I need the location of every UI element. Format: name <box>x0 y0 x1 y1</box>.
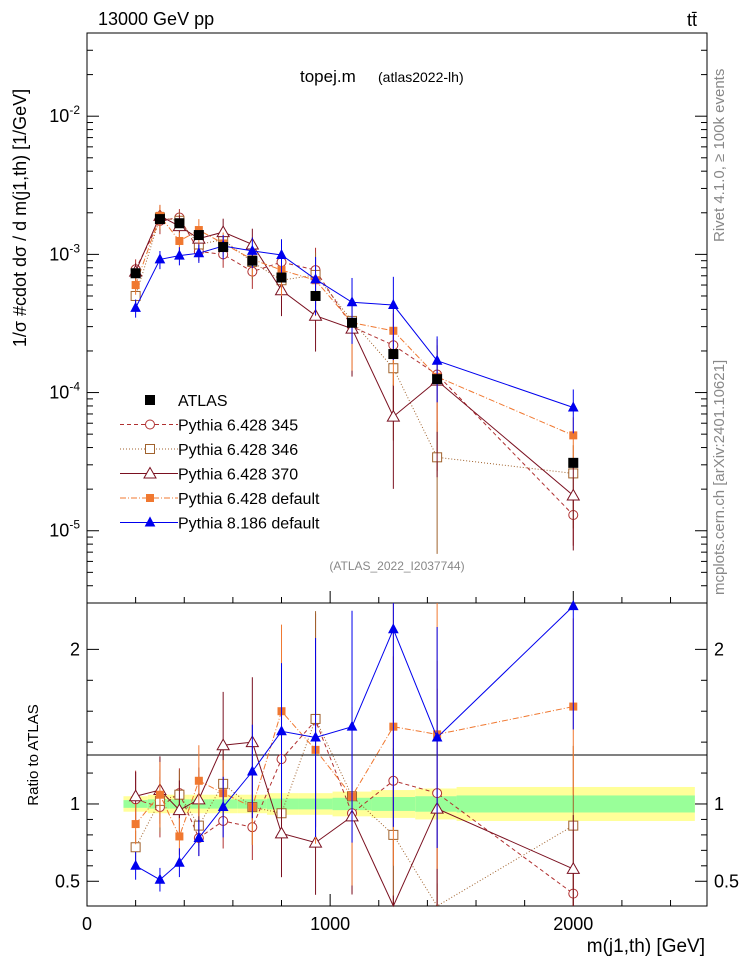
plot-subtitle: (atlas2022-lh) <box>378 69 464 85</box>
series-point <box>154 253 166 264</box>
atlas-data-point <box>174 218 185 229</box>
rivet-version-label: Rivet 4.1.0, ≥ 100k events <box>711 69 728 242</box>
atlas-data-point <box>276 272 287 283</box>
plot-title: topej.m <box>300 67 356 86</box>
ratio-point <box>175 832 184 841</box>
series-point <box>346 296 358 307</box>
ratio-point <box>216 738 231 751</box>
x-tick-label: 0 <box>82 914 92 934</box>
ratio-tick-label-left: 0.5 <box>55 871 80 891</box>
atlas-data-point <box>218 242 229 253</box>
ratio-point <box>174 856 185 867</box>
y-tick-label: 10-4 <box>49 380 80 403</box>
atlas-data-point <box>347 317 358 328</box>
legend-atlas-label: ATLAS <box>178 393 228 410</box>
ratio-point <box>567 600 579 611</box>
atlas-data-point <box>432 374 443 385</box>
ratio-point <box>276 725 287 736</box>
analysis-watermark: (ATLAS_2022_I2037744) <box>329 559 464 573</box>
series-point <box>247 244 258 255</box>
ratio-axis-label: Ratio to ATLAS <box>25 704 42 805</box>
mcplots-source-label: mcplots.cern.ch [arXiv:2401.10621] <box>711 360 728 595</box>
series-point <box>386 409 401 422</box>
ratio-point <box>172 803 187 816</box>
series-point <box>431 354 443 365</box>
atlas-data-layer <box>130 214 579 468</box>
atlas-data-point <box>154 214 165 225</box>
ratio-series-layer <box>128 600 581 908</box>
ratio-tick-label-left: 2 <box>70 639 80 659</box>
x-tick-label: 1000 <box>310 914 350 934</box>
series-point <box>193 247 205 258</box>
y-axis-label: 1/σ #cdot dσ / d m(j1,th) [1/GeV] <box>10 89 30 347</box>
energy-label: 13000 GeV pp <box>98 9 214 29</box>
ratio-point <box>154 873 166 884</box>
ratio-point <box>388 623 399 634</box>
atlas-data-point <box>193 230 204 241</box>
series-point <box>276 248 287 259</box>
ratio-point <box>130 859 141 870</box>
legend: ATLAS Pythia 6.428 345 Pythia 6.428 346 Pyt… <box>120 393 320 533</box>
ratio-tick-label-right: 0.5 <box>714 871 739 891</box>
y-tick-label: 10-3 <box>49 241 80 264</box>
series-line <box>135 214 574 436</box>
ratio-point <box>194 776 203 785</box>
legend-label: Pythia 6.428 345 <box>178 418 298 435</box>
series-point <box>566 488 581 501</box>
ratio-point <box>155 790 164 799</box>
series-point <box>174 249 185 260</box>
ratio-point <box>193 831 205 842</box>
legend-label: Pythia 6.428 default <box>178 491 320 508</box>
ratio-point <box>247 765 258 776</box>
series-point <box>567 401 579 412</box>
ratio-point <box>310 731 321 742</box>
series-point <box>175 236 184 245</box>
ratio-tick-label-left: 1 <box>70 794 80 814</box>
atlas-data-point <box>568 457 579 468</box>
band-inner-segment <box>456 795 695 813</box>
y-tick-label: 10-5 <box>49 518 80 541</box>
legend-marker <box>143 466 157 479</box>
ratio-point <box>566 861 581 874</box>
band-inner-segment <box>266 798 299 810</box>
series-point <box>310 273 321 284</box>
ratio-uncertainty-band <box>123 786 695 821</box>
ratio-tick-label-right: 1 <box>714 794 724 814</box>
series-point <box>388 298 399 310</box>
legend-label: Pythia 6.428 370 <box>178 467 298 484</box>
series-point <box>130 301 141 312</box>
ratio-point <box>131 820 140 829</box>
legend-label: Pythia 8.186 default <box>178 516 320 533</box>
legend-marker <box>145 444 155 454</box>
atlas-data-point <box>130 268 141 279</box>
ratio-point <box>346 720 358 731</box>
ratio-tick-label-right: 2 <box>714 639 724 659</box>
atlas-data-point <box>388 349 399 360</box>
ratio-point <box>431 731 443 742</box>
y-tick-label: 10-2 <box>49 103 80 126</box>
x-axis-label: m(j1,th) [GeV] <box>587 936 705 957</box>
series-point <box>131 281 140 290</box>
atlas-data-point <box>310 290 321 301</box>
ratio-point <box>128 789 143 802</box>
x-tick-label: 2000 <box>553 914 593 934</box>
ratio-series-line <box>135 741 574 908</box>
atlas-data-point <box>247 255 258 266</box>
legend-marker <box>145 419 155 430</box>
legend-label: Pythia 6.428 346 <box>178 442 298 459</box>
axis-ticks: 0 1000 2000 10-5 10-4 10-3 10-2 0.5 0.5 1 1 2 2 <box>49 32 739 934</box>
legend-atlas-marker <box>145 395 155 405</box>
legend-marker <box>144 516 156 527</box>
ratio-point <box>217 800 229 812</box>
process-label: tt̄ <box>687 10 697 30</box>
ratio-point <box>274 826 289 839</box>
legend-marker <box>146 494 154 502</box>
